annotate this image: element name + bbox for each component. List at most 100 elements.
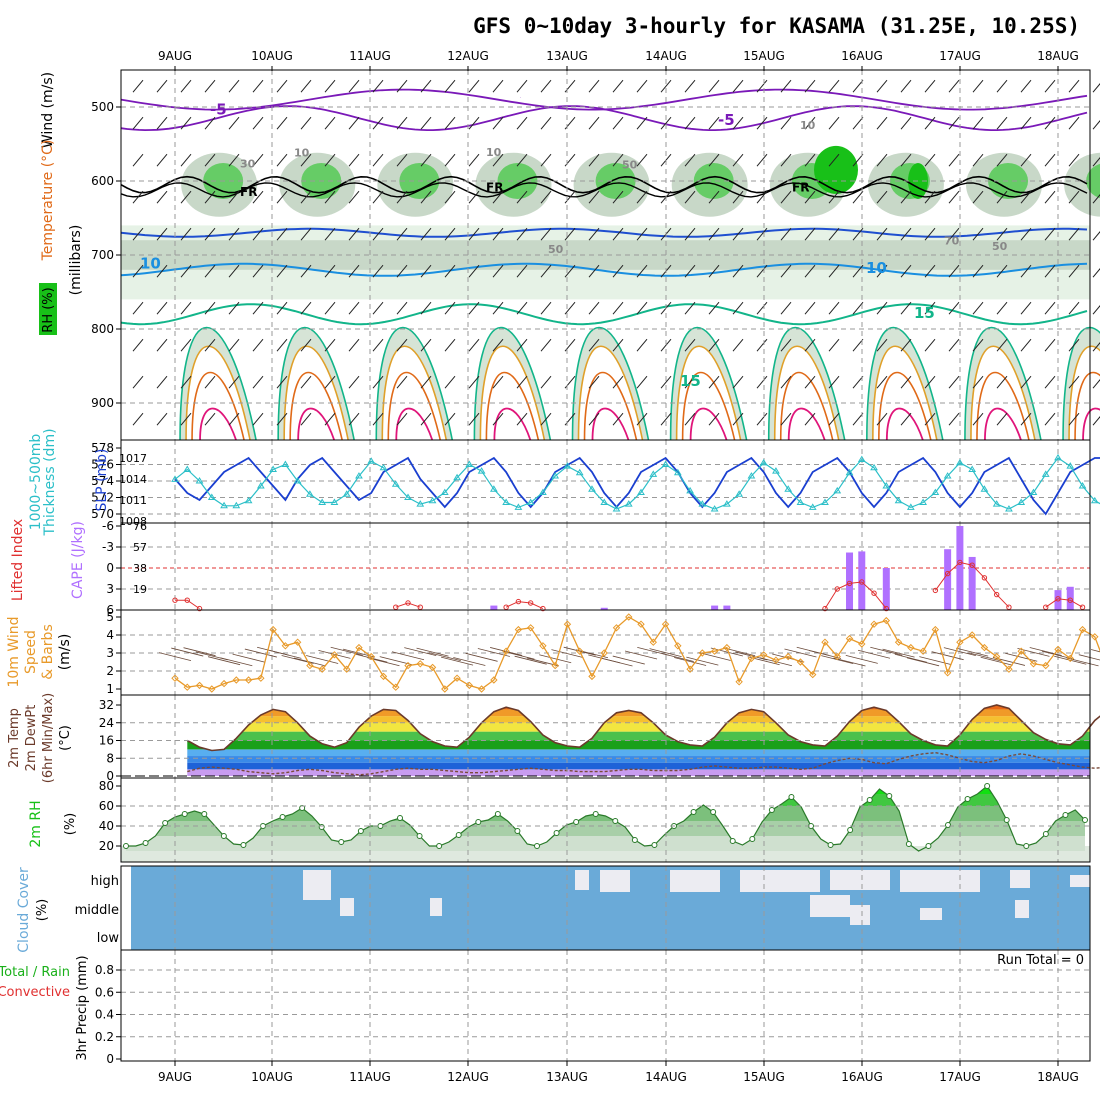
wind-speed-point: [281, 642, 290, 650]
wind-barb: [252, 153, 264, 167]
wind-barb: [468, 301, 480, 315]
wind-barb: [845, 655, 878, 664]
wind-barb: [612, 412, 624, 426]
wind-barb: [420, 79, 432, 93]
rh-shade-cell: [814, 145, 858, 194]
contour-label: FR: [792, 180, 809, 194]
wind-barb: [876, 116, 888, 130]
wind-barb: [453, 657, 486, 666]
wind-barb: [228, 190, 240, 204]
axis-label-lifted-index: Lifted Index: [10, 519, 26, 601]
wind-barb: [276, 412, 288, 426]
date-label-bottom: 16AUG: [841, 1070, 883, 1084]
wind-barb: [900, 412, 912, 426]
wind-speed-point: [392, 683, 400, 691]
thickness-point: [931, 488, 940, 496]
rh-point: [690, 809, 697, 815]
wind-barb: [276, 338, 288, 352]
thickness-point: [563, 462, 572, 469]
wind-barb: [372, 264, 384, 278]
wind-barb: [852, 153, 864, 167]
wind-barb: [204, 190, 216, 204]
tick-label: 576: [91, 458, 114, 472]
wind-barb: [900, 79, 912, 93]
date-label-top: 13AUG: [546, 49, 588, 63]
wind-barb: [420, 375, 432, 389]
wind-barb: [516, 79, 528, 93]
wind-barb: [551, 649, 584, 659]
wind-barb: [1092, 120, 1100, 130]
rh-point: [768, 807, 775, 813]
thickness-point: [1090, 496, 1099, 504]
rh-point: [1082, 817, 1088, 823]
wind-barb: [1044, 190, 1056, 204]
cape-bar: [600, 607, 608, 610]
wind-speed-point: [269, 625, 277, 634]
rh-point: [866, 797, 873, 803]
date-label-top: 17AUG: [939, 49, 981, 63]
li-line: [505, 601, 544, 610]
wind-barb: [924, 79, 936, 93]
rh-point: [181, 811, 188, 817]
wind-barb: [492, 412, 504, 426]
tick-label: 900: [91, 396, 114, 410]
tick-label: 38: [133, 562, 147, 575]
li-point: [822, 605, 828, 612]
cloud-clear-gap: [575, 870, 589, 890]
cloud-clear-gap: [670, 870, 720, 892]
wind-barb: [468, 227, 480, 241]
rh-point: [886, 793, 893, 799]
wind-barb: [900, 338, 912, 352]
rh-point: [475, 819, 482, 825]
axis-label-cloud-unit: (%): [35, 899, 50, 922]
wind-barb: [708, 264, 720, 278]
wind-barb: [732, 412, 744, 426]
thickness-point: [919, 498, 927, 505]
wind-barb: [1044, 338, 1056, 352]
wind-barb: [876, 79, 888, 93]
tick-label: 700: [91, 248, 114, 262]
wind-barb: [636, 227, 648, 241]
wind-barb: [324, 338, 336, 352]
tick-label: 1014: [119, 473, 147, 486]
wind-barb: [588, 227, 600, 241]
chart-title: GFS 0~10day 3-hourly for KASAMA (31.25E,…: [473, 14, 1080, 38]
wind-barb: [396, 375, 408, 389]
wind-barb: [833, 657, 866, 667]
wind-barb: [1068, 375, 1080, 389]
wind-barb: [708, 79, 720, 93]
tick-label: 1017: [119, 452, 147, 465]
rh-point: [397, 815, 403, 821]
axis-label-rh2m: 2m RH: [28, 800, 44, 847]
tick-label: 3: [106, 646, 114, 660]
rh-point: [631, 837, 638, 843]
wind-speed-point: [943, 669, 952, 677]
wind-barb: [324, 190, 336, 204]
wind-barb: [396, 153, 408, 167]
date-label-bottom: 10AUG: [251, 1070, 293, 1084]
wind-barb: [404, 647, 437, 657]
tick-label: 574: [91, 474, 114, 488]
wind-barb: [156, 375, 168, 389]
wind-barb: [857, 649, 891, 659]
wind-speed-point: [428, 663, 437, 672]
contour-25: [387, 372, 442, 441]
wind-speed-point: [723, 643, 731, 652]
tick-label: -3: [102, 540, 114, 554]
thickness-point: [391, 480, 400, 487]
wind-barb: [468, 264, 480, 278]
rh-point: [788, 794, 795, 800]
wind-barb: [444, 412, 456, 426]
tick-label: 800: [91, 322, 114, 336]
rh-point: [905, 841, 912, 847]
wind-barb: [372, 227, 384, 241]
tick-label: 600: [91, 174, 114, 188]
thickness-point: [710, 505, 719, 512]
wind-speed-point: [1029, 660, 1038, 668]
wind-speed-point: [318, 665, 326, 673]
thickness-point: [220, 501, 228, 509]
rh-point: [729, 838, 736, 844]
wind-barb: [492, 227, 504, 241]
contour-25: [289, 372, 343, 441]
thickness-point: [330, 498, 339, 505]
